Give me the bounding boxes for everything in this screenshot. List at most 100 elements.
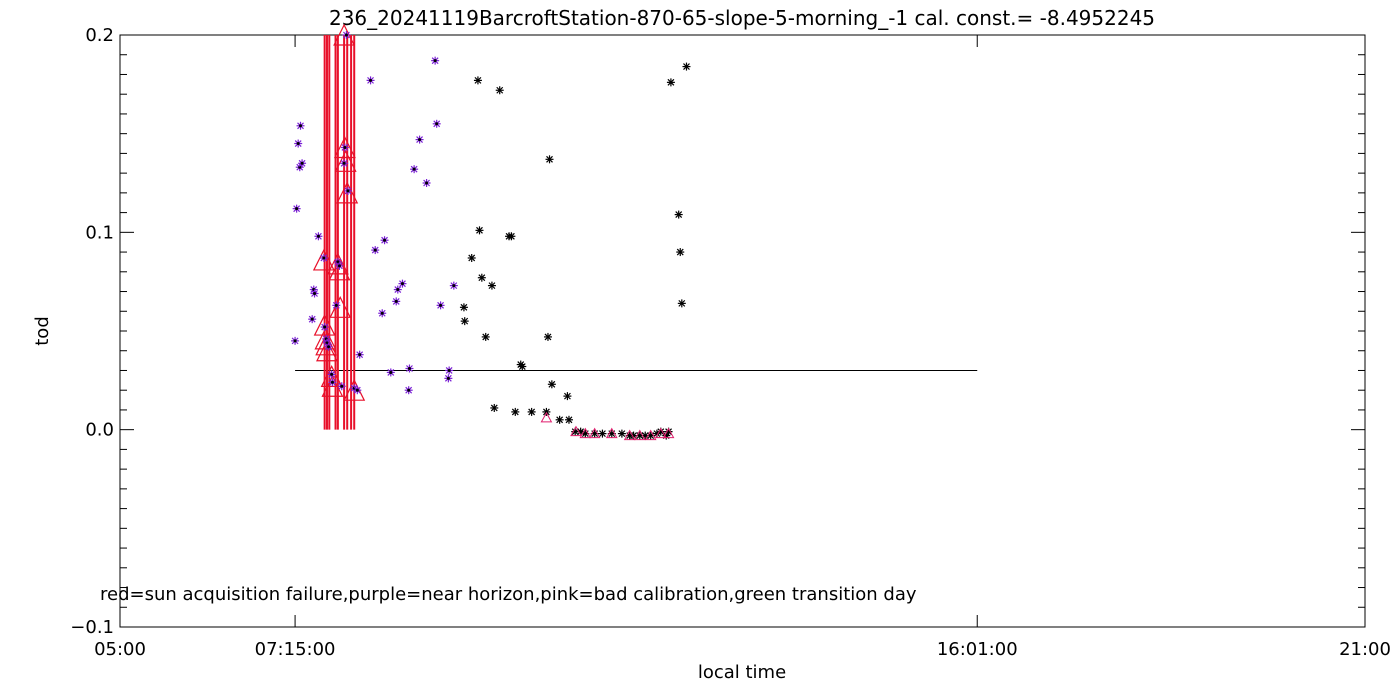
triangle-marker [336,181,359,204]
data-point [555,415,564,424]
triangle-marker [313,313,336,336]
data-point-core [412,167,416,171]
legend-annotation: red=sun acquisition failure,purple=near … [100,584,917,605]
data-point [617,429,626,438]
data-point-core [396,288,400,292]
data-point-core [369,78,373,82]
data-point [682,62,691,71]
bad-calibration-marker [579,427,592,439]
triangle-marker [328,258,351,281]
data-point-core [446,376,450,380]
data-point [598,429,607,438]
x-axis-label: local time [698,662,786,683]
data-point-core [400,282,404,286]
data-point [467,253,476,262]
data-point-core [327,345,331,349]
data-point [473,76,482,85]
bad-calibration-marker [570,425,582,437]
data-point-core [435,122,439,126]
tick-labels: 05:00 07:15:00 16:01:00 21:00 −0.1 0.0 0.1 0.2 [70,25,1391,660]
data-point-core [358,353,362,357]
axis-ticks [119,34,1366,628]
data-point-core [325,341,329,345]
bad-calibration-marker [662,427,675,439]
data-point-core [452,284,456,288]
bad-calibration-marker [654,427,667,439]
bad-calibration-marker [644,429,657,441]
data-point [460,317,469,326]
triangle-marker [312,248,335,271]
triangle-marker [329,295,352,318]
data-point-core [298,165,302,169]
triangle-marker [334,149,357,172]
data-point-core [322,256,326,260]
plot-border [119,34,1366,628]
data-point [477,273,486,282]
data-point-core [300,161,304,165]
x-tick-label: 07:15:00 [255,639,336,660]
data-point-core [439,303,443,307]
triangle-marker [314,327,337,350]
data-point-core [313,292,317,296]
data-point [507,232,516,241]
data-point [666,78,675,87]
triangle-marker [333,136,356,159]
data-point-core [330,372,334,376]
data-point-core [373,248,377,252]
data-point-core [310,317,314,321]
red-vertical-lines [323,35,356,430]
x-tick-label: 05:00 [94,639,146,660]
data-point-core [340,384,344,388]
y-tick-label: 0.2 [85,25,114,46]
y-tick-label: 0.1 [85,222,114,243]
data-point [543,332,552,341]
data-point-core [394,299,398,303]
data-point [677,299,686,308]
data-point-core [346,189,350,193]
data-point [563,392,572,401]
data-point-core [343,145,347,149]
data-point [545,155,554,164]
data-point-core [433,59,437,63]
triangle-marker [326,252,349,275]
bad-calibration-marker [623,429,636,441]
triangle-marker [320,365,343,387]
data-point-core [355,388,359,392]
data-point [475,226,484,235]
data-point [527,407,536,416]
chart-title: 236_20241119BarcroftStation-870-65-slope… [329,6,1155,30]
data-point-core [380,311,384,315]
data-point [564,415,573,424]
bad-calibration-marker [605,427,618,439]
data-point [490,403,499,412]
data-point-core [323,325,327,329]
triangle-markers [312,23,366,401]
data-point-core [299,124,303,128]
y-axis-label: tod [32,316,53,346]
x-tick-label: 16:01:00 [937,639,1018,660]
data-point-core [447,368,451,372]
data-point-core [295,207,299,211]
y-tick-label: 0.0 [85,420,114,441]
data-point [674,210,683,219]
data-points [291,31,691,441]
data-point [676,248,685,257]
triangle-marker [316,339,338,362]
data-point-core [383,238,387,242]
bad-calibration-marker [588,427,601,439]
data-point-core [342,161,346,165]
data-point-core [293,339,297,343]
plot-frame [119,34,1366,628]
data-point-core [296,142,300,146]
triangle-marker [321,374,344,397]
x-tick-label: 21:00 [1339,639,1391,660]
data-point [459,303,468,312]
bad-calibration-marker [633,429,646,441]
data-point-core [425,181,429,185]
data-point [547,380,556,389]
data-point-core [330,380,334,384]
data-point-core [337,264,341,268]
bad-calibration-marker [540,411,553,423]
data-point-core [389,370,393,374]
data-point [495,86,504,95]
